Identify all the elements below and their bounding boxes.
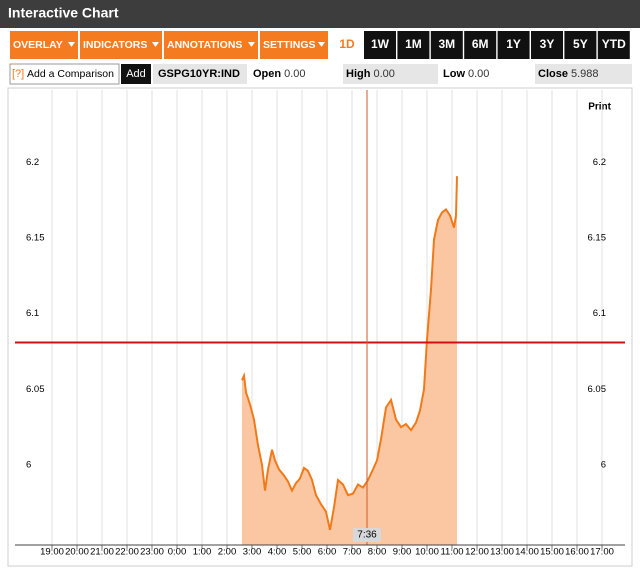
help-link[interactable]: [?] <box>12 68 24 80</box>
x-tick-label: 4:00 <box>268 547 287 558</box>
period-label[interactable]: 1W <box>371 37 390 51</box>
add-button[interactable] <box>121 64 151 84</box>
menu-label[interactable]: OVERLAY <box>13 39 63 51</box>
menu-arrow <box>248 42 255 47</box>
menu-button[interactable] <box>10 31 78 59</box>
quote-value: 0.00 <box>468 68 489 80</box>
add-label[interactable]: Add <box>126 68 146 80</box>
x-tick-label: 11:00 <box>440 547 463 558</box>
area-fill <box>242 176 457 546</box>
x-tick-label: 12:00 <box>465 547 489 558</box>
widget-title: Interactive Chart <box>8 5 119 21</box>
x-tick-label: 17:00 <box>590 547 614 558</box>
crosshair-label-box <box>353 528 381 542</box>
menu-button[interactable] <box>80 31 162 59</box>
y-tick-label-right: 6.2 <box>593 157 606 168</box>
period-button[interactable] <box>464 31 497 59</box>
period-label[interactable]: 6M <box>472 37 489 51</box>
menu-arrow <box>318 42 325 47</box>
x-tick-label: 20:00 <box>65 547 89 558</box>
y-tick-label-right: 6.05 <box>588 384 607 395</box>
period-button[interactable] <box>397 31 430 59</box>
period-label[interactable]: YTD <box>602 37 626 51</box>
ticker: GSPG10YR:IND <box>158 68 240 80</box>
chart-frame <box>7 87 633 567</box>
x-tick-label: 21:00 <box>90 547 114 558</box>
x-tick-label: 7:00 <box>343 547 362 558</box>
menu-label[interactable]: SETTINGS <box>263 39 316 51</box>
quote-value: 0.00 <box>373 68 394 80</box>
quote-box <box>343 64 438 84</box>
period-button[interactable] <box>564 31 597 59</box>
menu-arrow <box>152 42 159 47</box>
quote-box <box>535 64 632 84</box>
x-tick-label: 1:00 <box>193 547 212 558</box>
x-tick-label: 19:00 <box>40 547 64 558</box>
price-line <box>241 176 458 531</box>
period-label[interactable]: 1M <box>405 37 422 51</box>
x-tick-label: 5:00 <box>293 547 312 558</box>
x-tick-label: 8:00 <box>368 547 387 558</box>
menu-label[interactable]: INDICATORS <box>83 39 147 51</box>
x-tick-label: 14:00 <box>515 547 539 558</box>
menu-button[interactable] <box>164 31 258 59</box>
period-label[interactable]: 5Y <box>573 37 588 51</box>
x-tick-label: 13:00 <box>490 547 514 558</box>
menu-button[interactable] <box>260 31 328 59</box>
ticker-box <box>153 64 247 84</box>
y-tick-label: 6.05 <box>26 384 45 395</box>
x-tick-label: 3:00 <box>243 547 262 558</box>
header-bar <box>0 0 640 28</box>
x-tick-label: 6:00 <box>318 547 337 558</box>
y-tick-label: 6.1 <box>26 308 39 319</box>
quote-label: Low <box>443 68 465 80</box>
x-tick-label: 0:00 <box>168 547 187 558</box>
y-tick-label: 6.15 <box>26 233 45 244</box>
period-button[interactable] <box>430 31 463 59</box>
x-tick-label: 2:00 <box>218 547 237 558</box>
y-tick-label: 6 <box>26 459 31 470</box>
period-label[interactable]: 3M <box>438 37 455 51</box>
period-label[interactable]: 1D <box>339 37 355 51</box>
crosshair-label: 7:36 <box>357 530 377 541</box>
comparison-input[interactable] <box>9 63 120 85</box>
x-tick-label: 22:00 <box>115 547 139 558</box>
y-tick-label-right: 6 <box>601 459 606 470</box>
menu-arrow <box>68 42 75 47</box>
y-tick-label: 6.2 <box>26 157 39 168</box>
y-tick-label-right: 6.15 <box>588 233 607 244</box>
period-label[interactable]: 3Y <box>540 37 555 51</box>
period-button[interactable] <box>364 31 396 59</box>
print-link[interactable]: Print <box>588 102 611 113</box>
x-tick-label: 15:00 <box>540 547 564 558</box>
y-tick-label-right: 6.1 <box>593 308 606 319</box>
quote-label: Close <box>538 68 568 80</box>
quote-label: High <box>346 68 371 80</box>
x-tick-label: 9:00 <box>393 547 412 558</box>
quote-value: 5.988 <box>571 68 599 80</box>
quote-value: 0.00 <box>284 68 305 80</box>
period-label[interactable]: 1Y <box>506 37 521 51</box>
period-button[interactable] <box>497 31 530 59</box>
period-button[interactable] <box>597 31 630 59</box>
x-tick-label: 16:00 <box>565 547 589 558</box>
period-button[interactable] <box>332 31 362 59</box>
menu-label[interactable]: ANNOTATIONS <box>167 39 242 51</box>
quote-label: Open <box>253 68 281 80</box>
period-button[interactable] <box>531 31 563 59</box>
x-tick-label: 23:00 <box>140 547 164 558</box>
x-tick-label: 10:00 <box>415 547 439 558</box>
comparison-placeholder: Add a Comparison <box>27 68 114 80</box>
